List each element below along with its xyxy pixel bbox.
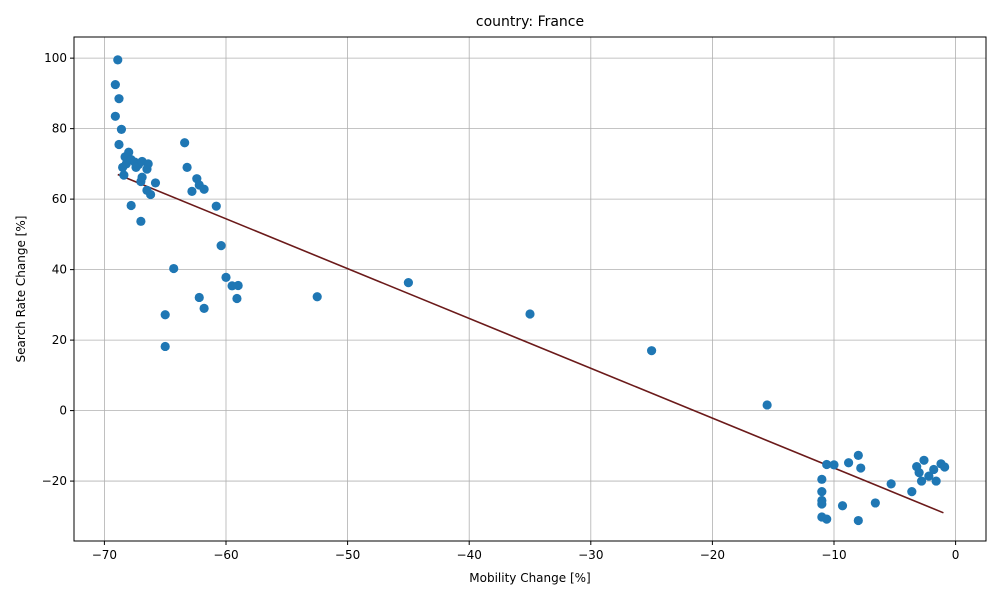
scatter-point	[211, 201, 221, 211]
x-tick-label: −50	[335, 548, 360, 562]
scatter-point	[216, 241, 226, 251]
scatter-point	[837, 501, 848, 511]
scatter-point	[114, 94, 124, 104]
x-tick-label: −20	[700, 548, 725, 562]
scatter-point	[886, 479, 896, 489]
y-axis-label: Search Rate Change [%]	[14, 216, 28, 363]
scatter-point	[160, 310, 170, 320]
scatter-point	[146, 189, 156, 200]
x-axis-label: Mobility Change [%]	[469, 571, 590, 585]
scatter-point	[199, 303, 209, 313]
scatter-point	[124, 147, 134, 157]
scatter-point	[150, 178, 161, 188]
scatter-point	[931, 476, 941, 486]
scatter-point	[822, 459, 832, 470]
scatter-point	[233, 280, 243, 291]
x-tick-label: −10	[821, 548, 846, 562]
scatter-point	[907, 487, 917, 497]
x-tick-label: −30	[578, 548, 603, 562]
scatter-point	[110, 111, 120, 121]
scatter-point	[116, 124, 127, 134]
scatter-point	[221, 272, 231, 282]
scatter-point	[762, 400, 772, 410]
scatter-point	[853, 515, 863, 526]
scatter-point	[856, 463, 866, 473]
y-tick-label: 0	[59, 404, 67, 418]
scatter-point	[131, 162, 141, 173]
scatter-point	[403, 278, 413, 288]
scatter-point	[169, 263, 179, 274]
scatter-point	[914, 468, 924, 478]
trendline	[117, 173, 944, 514]
scatter-point	[924, 471, 934, 481]
x-tick-label: 0	[952, 548, 960, 562]
scatter-point	[182, 162, 192, 173]
scatter-point	[817, 499, 827, 509]
scatter-point	[137, 172, 147, 182]
scatter-point	[187, 186, 197, 196]
x-axis-ticks: −70 −60 −50 −40 −30 −20 −10 0	[92, 541, 960, 562]
scatter-point	[870, 498, 880, 508]
plot-frame	[73, 36, 987, 542]
y-axis-ticks: −20 0 20 40 60 80 100	[42, 51, 74, 488]
y-tick-label: 100	[44, 51, 67, 65]
y-tick-label: 60	[52, 192, 67, 206]
scatter-point	[312, 292, 322, 302]
scatter-point	[180, 138, 190, 148]
scatter-point	[232, 293, 242, 304]
scatter-point	[114, 139, 124, 150]
scatter-point	[119, 170, 129, 180]
scatter-point	[199, 184, 209, 194]
y-tick-label: −20	[42, 474, 67, 488]
x-tick-label: −40	[457, 548, 482, 562]
y-tick-label: 80	[52, 122, 67, 136]
scatter-point	[843, 458, 854, 468]
scatter-point	[160, 341, 170, 352]
scatter-point	[143, 159, 153, 169]
chart-title: country: France	[476, 14, 584, 30]
scatter-point	[647, 346, 657, 356]
trendline-group	[117, 173, 944, 514]
y-tick-label: 20	[52, 333, 67, 347]
scatter-point	[916, 476, 927, 486]
scatter-point	[822, 514, 832, 524]
scatter-point	[113, 55, 123, 65]
data-points	[110, 55, 950, 526]
scatter-point	[110, 79, 120, 90]
scatter-point	[853, 450, 863, 460]
scatter-point	[194, 292, 204, 303]
scatter-point	[126, 200, 136, 211]
scatter-point	[940, 462, 950, 472]
scatter-point	[136, 216, 146, 226]
x-tick-label: −60	[213, 548, 238, 562]
scatter-point	[525, 309, 535, 319]
scatter-point	[817, 487, 827, 497]
scatter-point	[829, 460, 839, 470]
scatter-point	[817, 474, 827, 484]
grid-lines	[74, 37, 986, 541]
x-tick-label: −70	[92, 548, 117, 562]
y-tick-label: 40	[52, 263, 67, 277]
scatter-point	[929, 464, 939, 475]
scatter-point	[919, 455, 929, 465]
